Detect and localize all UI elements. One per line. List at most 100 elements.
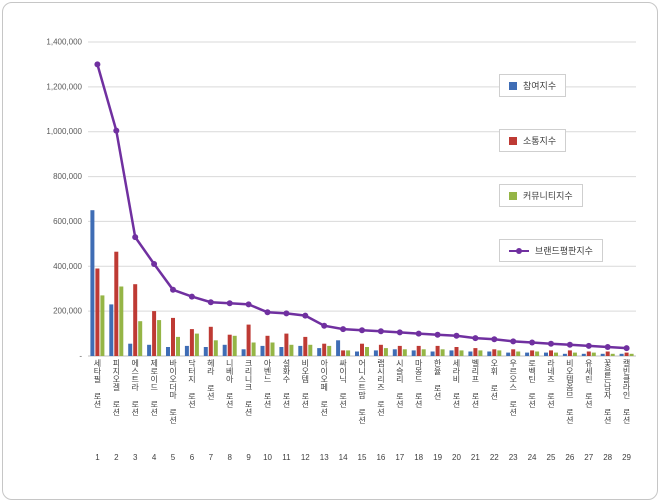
x-rank-label: 3 xyxy=(133,453,138,462)
bar-소통지수 xyxy=(284,333,289,356)
bar-참여지수 xyxy=(355,351,359,356)
legend-label: 커뮤니티지수 xyxy=(523,191,573,201)
x-rank-label: 25 xyxy=(546,453,556,462)
line-marker xyxy=(151,261,158,267)
line-marker xyxy=(245,301,252,308)
x-rank-label: 4 xyxy=(151,453,157,462)
line-marker xyxy=(604,344,611,350)
line-marker xyxy=(359,327,365,334)
bar-커뮤니티지수 xyxy=(572,352,577,356)
bar-소통지수 xyxy=(473,348,478,356)
bar-소통지수 xyxy=(454,347,459,356)
bar-참여지수 xyxy=(487,351,492,356)
x-rank-label: 8 xyxy=(227,453,232,462)
bar-커뮤니티지수 xyxy=(610,353,615,356)
bar-참여지수 xyxy=(468,351,473,356)
x-category-label: 오휘 로션 xyxy=(489,359,499,400)
line-marker xyxy=(548,340,554,347)
bar-커뮤니티지수 xyxy=(516,351,521,356)
x-category-label: 제로이드 로션 xyxy=(149,359,159,416)
bar-소통지수 xyxy=(246,324,251,356)
bar-커뮤니티지수 xyxy=(346,350,351,356)
x-category-label: 우르오스 로션 xyxy=(508,359,518,416)
y-tick-label: 1,200,000 xyxy=(46,82,82,91)
bar-커뮤니티지수 xyxy=(591,352,596,356)
bar-참여지수 xyxy=(203,347,208,356)
x-category-label: 닥터지 로션 xyxy=(187,359,197,408)
bar-참여지수 xyxy=(317,348,322,356)
bar-커뮤니티지수 xyxy=(497,350,502,356)
bar-참여지수 xyxy=(544,352,548,356)
line-marker-icon xyxy=(509,247,529,255)
bar-참여지수 xyxy=(298,345,303,356)
bar-소통지수 xyxy=(378,344,383,356)
x-category-label: 싸이닉 로션 xyxy=(338,359,348,408)
x-category-label: 니베아 로션 xyxy=(225,359,235,408)
x-rank-label: 13 xyxy=(319,453,329,462)
bar-소통지수 xyxy=(208,326,213,356)
x-category-label: 에스트라 로션 xyxy=(130,359,140,416)
bar-커뮤니티지수 xyxy=(138,321,143,356)
bar-참여지수 xyxy=(241,349,246,356)
x-rank-label: 12 xyxy=(300,453,310,462)
x-category-label: 바이오더마 로션 xyxy=(168,359,178,424)
bar-커뮤니티지수 xyxy=(383,348,388,356)
x-rank-label: 14 xyxy=(338,453,348,462)
bar-소통지수 xyxy=(492,349,497,356)
line-marker xyxy=(94,61,101,68)
bar-소통지수 xyxy=(171,317,175,356)
legend-item-communication: 소통지수 xyxy=(499,129,567,152)
x-rank-label: 7 xyxy=(208,453,214,462)
x-category-label: 설화수 로션 xyxy=(281,359,291,408)
bar-소통지수 xyxy=(322,343,327,356)
x-category-label: 캘빈클라인 로션 xyxy=(622,359,632,424)
x-rank-label: 18 xyxy=(414,453,424,462)
line-marker xyxy=(396,329,403,336)
bar-커뮤니티지수 xyxy=(119,286,124,356)
bar-참여지수 xyxy=(279,347,284,356)
line-marker xyxy=(132,234,139,241)
bar-커뮤니티지수 xyxy=(157,320,162,356)
line-marker xyxy=(377,328,384,335)
x-rank-label: 28 xyxy=(603,453,613,462)
bar-참여지수 xyxy=(184,345,189,356)
x-category-label: 시슬리 로션 xyxy=(395,359,405,408)
y-tick-label: 800,000 xyxy=(53,172,82,181)
bar-참여지수 xyxy=(449,350,454,356)
x-category-label: 아이오페 로션 xyxy=(319,359,329,416)
bar-소통지수 xyxy=(152,311,157,356)
bar-소통지수 xyxy=(416,345,421,356)
bar-참여지수 xyxy=(260,345,265,356)
bar-소통지수 xyxy=(397,345,402,356)
bar-커뮤니티지수 xyxy=(365,347,369,356)
x-category-label: 라네즈 로션 xyxy=(546,359,556,408)
bar-참여지수 xyxy=(411,350,416,356)
x-rank-label: 11 xyxy=(282,453,291,462)
bar-소통지수 xyxy=(227,334,232,356)
bar-참여지수 xyxy=(336,340,341,356)
x-rank-label: 2 xyxy=(114,453,119,462)
bar-커뮤니티지수 xyxy=(327,345,332,356)
legend-item-brand-reputation: 브랜드평판지수 xyxy=(499,239,603,262)
bar-참여지수 xyxy=(600,353,605,356)
line-marker xyxy=(207,299,214,306)
x-rank-label: 17 xyxy=(395,453,405,462)
x-rank-label: 20 xyxy=(452,453,461,462)
x-rank-label: 9 xyxy=(246,453,251,462)
bar-참여지수 xyxy=(506,352,511,356)
line-marker xyxy=(434,331,441,338)
x-rank-label: 23 xyxy=(508,453,518,462)
line-marker xyxy=(623,345,630,352)
bar-참여지수 xyxy=(147,344,152,356)
legend-label: 브랜드평판지수 xyxy=(535,246,593,256)
legend-item-community: 커뮤니티지수 xyxy=(499,184,583,207)
bar-소통지수 xyxy=(530,350,535,356)
bar-커뮤니티지수 xyxy=(478,350,483,356)
x-category-label: 비오템옴므 로션 xyxy=(565,359,575,424)
line-marker xyxy=(321,322,328,329)
y-tick-label: - xyxy=(79,352,82,361)
bar-참여지수 xyxy=(90,210,95,356)
bar-커뮤니티지수 xyxy=(232,335,237,356)
participation-swatch-icon xyxy=(509,81,517,90)
bar-소통지수 xyxy=(303,336,308,356)
